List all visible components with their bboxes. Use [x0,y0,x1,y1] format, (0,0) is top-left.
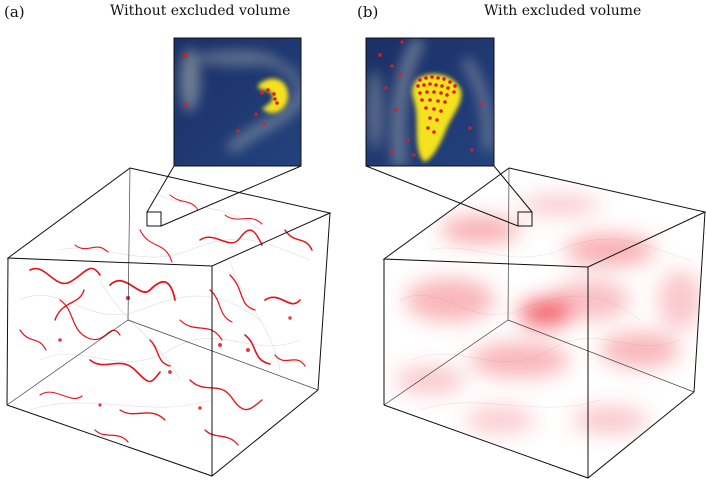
inset-a-points [184,54,279,133]
panel-b: (b) With excluded volume [353,0,706,480]
cube-b [365,165,706,479]
inset-a [173,37,302,167]
inset-b-points [378,40,484,157]
panel-a-title: Without excluded volume [110,3,291,19]
zoom-line-b-right [493,165,533,213]
filament-knots-a [58,295,292,410]
filaments-a [19,189,313,446]
panel-a-label: (a) [4,3,25,21]
zoom-line-a-left [146,165,175,213]
zoom-line-a-right [160,165,302,227]
zoom-line-b-left [365,165,519,227]
cube-a-frame [6,167,332,477]
inset-b [365,37,495,167]
panel-b-title: With excluded volume [484,3,642,19]
zoom-region-marker-a [146,211,162,227]
cube-b-frame [382,167,706,479]
zoom-region-marker-b [517,211,533,227]
panel-b-label: (b) [357,3,379,21]
filament-strands-a [19,194,313,446]
cube-a [6,165,332,477]
panel-a: (a) Without excluded volume [4,3,291,21]
density-clouds-b [395,195,702,434]
